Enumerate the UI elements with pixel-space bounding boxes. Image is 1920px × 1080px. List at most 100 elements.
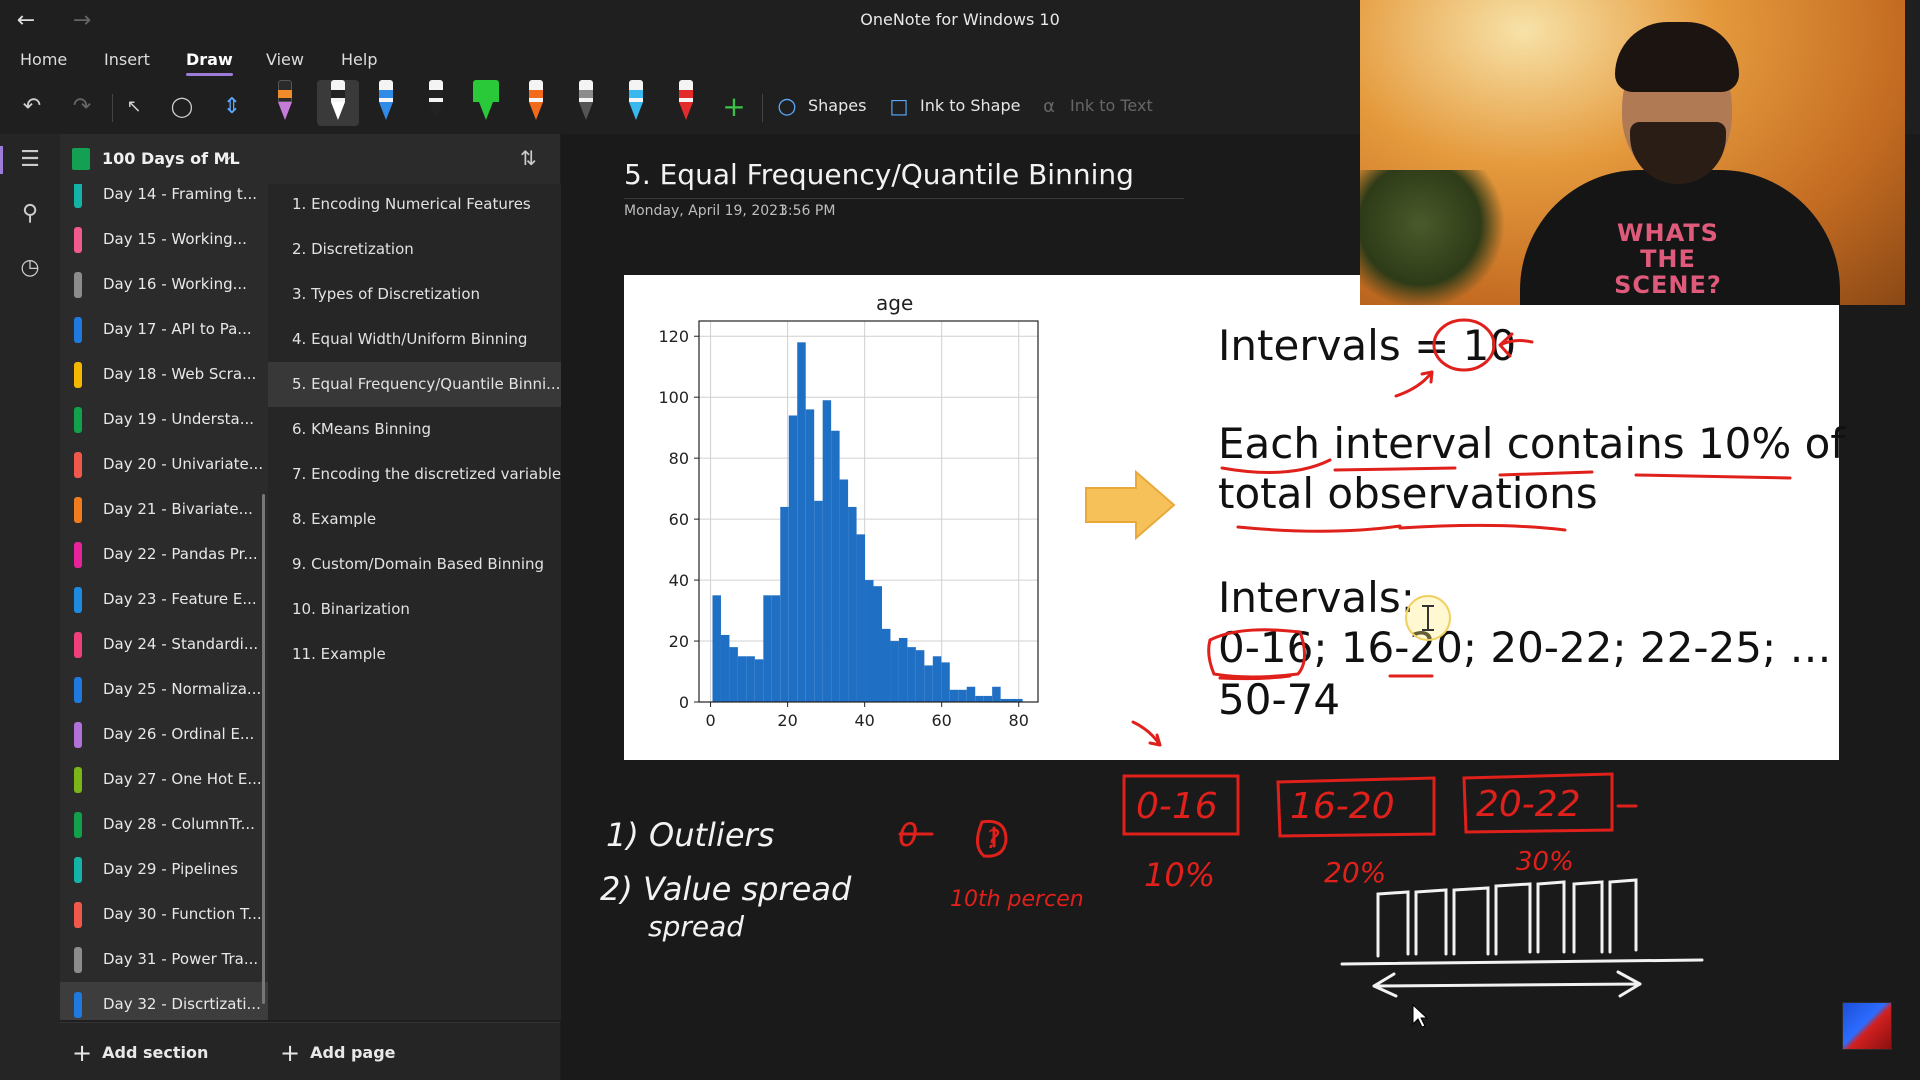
histogram-bar xyxy=(788,415,798,702)
section-item[interactable]: Day 20 - Univariate... xyxy=(60,442,268,487)
page-item[interactable]: 2. Discretization xyxy=(268,227,561,272)
section-item[interactable]: Day 21 - Bivariate... xyxy=(60,487,268,532)
histogram-bar xyxy=(992,686,1001,702)
slide-image[interactable]: 0 20 40 60 80 0 20 40 60 80 100 120 age Intervals =… xyxy=(624,275,1845,760)
page-item[interactable]: 6. KMeans Binning xyxy=(268,407,561,452)
black-pen-icon[interactable] xyxy=(420,80,450,126)
page-item[interactable]: 3. Types of Discretization xyxy=(268,272,561,317)
sections-scrollbar[interactable] xyxy=(262,494,265,1004)
section-color-tab xyxy=(74,362,82,388)
section-label: Day 30 - Function T... xyxy=(103,905,262,923)
section-item[interactable]: Day 17 - API to Pa... xyxy=(60,307,268,352)
notebooks-icon[interactable]: ☰ xyxy=(0,144,46,176)
section-item[interactable]: Day 32 - Discrtizati... xyxy=(60,982,268,1020)
section-color-tab xyxy=(74,857,82,883)
chevron-down-icon[interactable]: ⌄ xyxy=(222,148,234,164)
search-icon[interactable]: ⚲ xyxy=(21,201,39,226)
tab-insert[interactable]: Insert xyxy=(104,50,150,69)
ink-to-text-button[interactable]: Ink to Text xyxy=(1070,96,1153,115)
section-label: Day 28 - ColumnTr... xyxy=(103,815,255,833)
page-label: 10. Binarization xyxy=(292,600,410,618)
y-tick-label: 120 xyxy=(658,327,689,346)
section-item[interactable]: Day 25 - Normaliza... xyxy=(60,667,268,712)
orange-pen-icon[interactable] xyxy=(520,80,550,126)
section-item[interactable]: Day 22 - Pandas Pr... xyxy=(60,532,268,577)
histogram-title: age xyxy=(876,291,914,315)
gray-pen-icon[interactable] xyxy=(570,80,600,126)
page-item[interactable]: 11. Example xyxy=(268,632,561,677)
page-item[interactable]: 4. Equal Width/Uniform Binning xyxy=(268,317,561,362)
histogram-bar xyxy=(856,534,866,702)
redo-icon[interactable]: ↷ xyxy=(72,93,92,119)
add-pen-icon[interactable]: + xyxy=(722,89,746,123)
select-ink-icon[interactable]: ↖ xyxy=(126,95,142,117)
section-label: Day 22 - Pandas Pr... xyxy=(103,545,258,563)
y-tick-label: 100 xyxy=(658,388,689,407)
white-pen-icon[interactable] xyxy=(317,80,359,126)
section-color-tab xyxy=(74,812,82,838)
slide-intervals-label: Intervals: xyxy=(1218,573,1415,622)
back-arrow-icon[interactable]: ← xyxy=(16,8,36,33)
page-label: 1. Encoding Numerical Features xyxy=(292,195,531,213)
tab-view[interactable]: View xyxy=(266,50,304,69)
section-label: Day 25 - Normaliza... xyxy=(103,680,262,698)
page-item[interactable]: 1. Encoding Numerical Features xyxy=(268,182,561,227)
page-item[interactable]: 10. Binarization xyxy=(268,587,561,632)
page-label: 7. Encoding the discretized variable xyxy=(292,465,562,483)
person-hair xyxy=(1615,22,1739,92)
add-space-icon[interactable]: ⇕ xyxy=(222,93,242,119)
section-label: Day 24 - Standardi... xyxy=(103,635,259,653)
tab-home[interactable]: Home xyxy=(20,50,68,69)
plant xyxy=(1360,170,1510,305)
red-pen-icon[interactable] xyxy=(670,80,700,126)
section-item[interactable]: Day 23 - Feature E... xyxy=(60,577,268,622)
ink-to-shape-button[interactable]: Ink to Shape xyxy=(920,96,1021,115)
section-item[interactable]: Day 19 - Understa... xyxy=(60,397,268,442)
forward-arrow-icon[interactable]: → xyxy=(72,8,92,33)
section-label: Day 23 - Feature E... xyxy=(103,590,257,608)
undo-icon[interactable]: ↶ xyxy=(22,93,42,119)
shapes-icon[interactable]: ○ xyxy=(777,93,797,119)
section-item[interactable]: Day 28 - ColumnTr... xyxy=(60,802,268,847)
page-title[interactable]: 5. Equal Frequency/Quantile Binning xyxy=(624,158,1134,191)
blue-pen-icon[interactable] xyxy=(370,80,400,126)
tab-draw[interactable]: Draw xyxy=(186,50,233,76)
cyan-pen-icon[interactable] xyxy=(620,80,650,126)
notebook-header[interactable]: 100 Days of ML ⌄ ⇅ xyxy=(60,134,560,184)
section-item[interactable]: Day 27 - One Hot E... xyxy=(60,757,268,802)
page-item[interactable]: 8. Example xyxy=(268,497,561,542)
sort-pages-icon[interactable]: ⇅ xyxy=(520,146,537,170)
section-item[interactable]: Day 18 - Web Scra... xyxy=(60,352,268,397)
page-item[interactable]: 7. Encoding the discretized variable xyxy=(268,452,561,497)
recent-clock-icon[interactable]: ◷ xyxy=(20,255,40,280)
histogram-bar xyxy=(797,342,806,702)
section-item[interactable]: Day 29 - Pipelines xyxy=(60,847,268,892)
shapes-button[interactable]: Shapes xyxy=(808,96,867,115)
section-item[interactable]: Day 24 - Standardi... xyxy=(60,622,268,667)
add-page-button[interactable]: + Add page xyxy=(280,1039,396,1067)
ribbon-tabs: Home Insert Draw View Help xyxy=(0,46,1920,78)
tab-help[interactable]: Help xyxy=(341,50,378,69)
page-item[interactable]: 5. Equal Frequency/Quantile Binni... xyxy=(268,362,561,407)
section-label: Day 19 - Understa... xyxy=(103,410,255,428)
histogram-bar xyxy=(754,659,764,702)
section-item[interactable]: Day 14 - Framing t... xyxy=(60,184,268,217)
toolbar-divider xyxy=(762,94,763,122)
plot-frame xyxy=(698,320,1039,703)
section-color-tab xyxy=(74,992,82,1018)
add-section-button[interactable]: + Add section xyxy=(72,1039,209,1067)
section-item[interactable]: Day 30 - Function T... xyxy=(60,892,268,937)
section-item[interactable]: Day 16 - Working... xyxy=(60,262,268,307)
page-label: 11. Example xyxy=(292,645,386,663)
highlighter-orange-pen-icon[interactable] xyxy=(269,80,299,126)
navigation-rail: ☰ ⚲ ◷ xyxy=(0,134,60,1080)
page-label: 4. Equal Width/Uniform Binning xyxy=(292,330,528,348)
section-item[interactable]: Day 26 - Ordinal E... xyxy=(60,712,268,757)
ink-to-shape-icon[interactable]: □ xyxy=(889,94,909,118)
green-highlighter-icon[interactable] xyxy=(470,80,500,126)
section-item[interactable]: Day 31 - Power Tra... xyxy=(60,937,268,982)
section-item[interactable]: Day 15 - Working... xyxy=(60,217,268,262)
page-item[interactable]: 9. Custom/Domain Based Binning xyxy=(268,542,561,587)
ink-to-text-icon[interactable]: α xyxy=(1043,95,1055,117)
lasso-select-icon[interactable]: ◯ xyxy=(170,94,194,118)
